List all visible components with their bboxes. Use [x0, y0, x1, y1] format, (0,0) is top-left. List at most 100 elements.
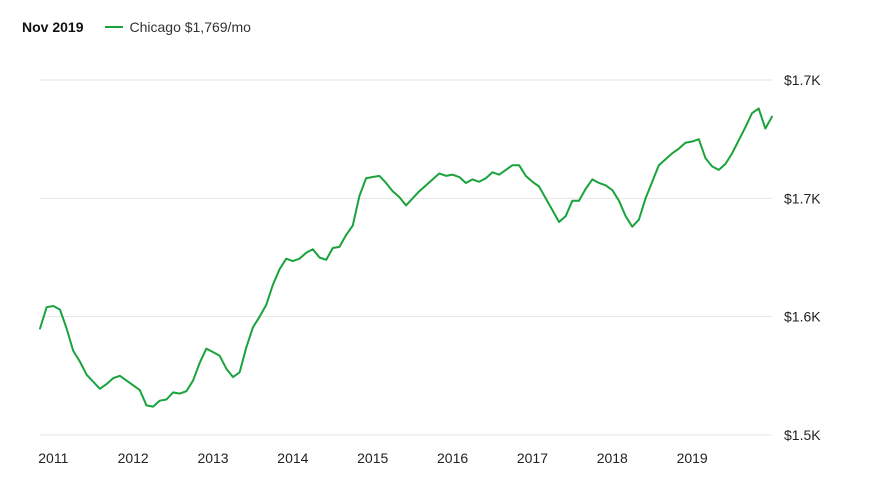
- data-point[interactable]: [411, 196, 415, 200]
- data-point[interactable]: [184, 389, 188, 393]
- data-point[interactable]: [497, 173, 501, 177]
- data-point[interactable]: [630, 225, 634, 229]
- data-point[interactable]: [397, 195, 401, 199]
- data-point[interactable]: [457, 175, 461, 179]
- data-point[interactable]: [198, 361, 202, 365]
- data-point[interactable]: [484, 176, 488, 180]
- data-point[interactable]: [45, 305, 49, 309]
- data-point[interactable]: [178, 392, 182, 396]
- data-point[interactable]: [377, 174, 381, 178]
- data-point[interactable]: [344, 233, 348, 237]
- data-point[interactable]: [577, 199, 581, 203]
- data-point[interactable]: [597, 181, 601, 185]
- data-point[interactable]: [763, 127, 767, 131]
- data-point[interactable]: [284, 257, 288, 261]
- data-point[interactable]: [683, 141, 687, 145]
- data-point[interactable]: [304, 251, 308, 255]
- data-point[interactable]: [770, 115, 774, 119]
- data-point[interactable]: [131, 383, 135, 387]
- data-point[interactable]: [251, 325, 255, 329]
- data-point[interactable]: [617, 199, 621, 203]
- data-point[interactable]: [697, 137, 701, 141]
- data-point[interactable]: [517, 163, 521, 167]
- data-point[interactable]: [723, 162, 727, 166]
- data-point[interactable]: [111, 376, 115, 380]
- data-point[interactable]: [750, 111, 754, 115]
- data-point[interactable]: [105, 382, 109, 386]
- data-point[interactable]: [278, 267, 282, 271]
- data-point[interactable]: [564, 214, 568, 218]
- data-point[interactable]: [557, 220, 561, 224]
- data-point[interactable]: [324, 258, 328, 262]
- data-point[interactable]: [451, 173, 455, 177]
- data-point[interactable]: [264, 303, 268, 307]
- data-point[interactable]: [317, 256, 321, 260]
- series-line-chicago[interactable]: [39, 107, 773, 408]
- data-point[interactable]: [670, 151, 674, 155]
- data-point[interactable]: [604, 183, 608, 187]
- data-point[interactable]: [51, 304, 55, 308]
- data-point[interactable]: [464, 181, 468, 185]
- data-point[interactable]: [703, 156, 707, 160]
- data-point[interactable]: [364, 176, 368, 180]
- data-point[interactable]: [491, 170, 495, 174]
- data-point[interactable]: [158, 399, 162, 403]
- data-point[interactable]: [717, 168, 721, 172]
- data-point[interactable]: [444, 174, 448, 178]
- data-point[interactable]: [138, 388, 142, 392]
- data-point[interactable]: [530, 180, 534, 184]
- data-point[interactable]: [331, 246, 335, 250]
- data-point[interactable]: [391, 189, 395, 193]
- data-point[interactable]: [584, 187, 588, 191]
- data-point[interactable]: [730, 151, 734, 155]
- data-point[interactable]: [757, 106, 761, 110]
- data-point[interactable]: [65, 327, 69, 331]
- data-point[interactable]: [677, 147, 681, 151]
- data-point[interactable]: [404, 203, 408, 207]
- data-point[interactable]: [524, 174, 528, 178]
- data-point[interactable]: [510, 163, 514, 167]
- data-point[interactable]: [151, 405, 155, 409]
- data-point[interactable]: [431, 177, 435, 181]
- data-point[interactable]: [258, 315, 262, 319]
- data-point[interactable]: [710, 164, 714, 168]
- data-point[interactable]: [743, 125, 747, 129]
- data-point[interactable]: [537, 185, 541, 189]
- data-point[interactable]: [351, 224, 355, 228]
- data-point[interactable]: [244, 345, 248, 349]
- data-point[interactable]: [637, 218, 641, 222]
- data-point[interactable]: [38, 327, 42, 331]
- data-point[interactable]: [224, 367, 228, 371]
- data-point[interactable]: [311, 247, 315, 251]
- data-point[interactable]: [371, 175, 375, 179]
- data-point[interactable]: [437, 171, 441, 175]
- data-point[interactable]: [650, 180, 654, 184]
- data-point[interactable]: [125, 379, 129, 383]
- data-point[interactable]: [211, 350, 215, 354]
- data-point[interactable]: [644, 196, 648, 200]
- data-point[interactable]: [477, 180, 481, 184]
- data-point[interactable]: [58, 308, 62, 312]
- data-point[interactable]: [504, 168, 508, 172]
- data-point[interactable]: [85, 373, 89, 377]
- data-point[interactable]: [337, 245, 341, 249]
- data-point[interactable]: [91, 380, 95, 384]
- data-point[interactable]: [171, 390, 175, 394]
- data-point[interactable]: [610, 188, 614, 192]
- data-point[interactable]: [657, 163, 661, 167]
- data-point[interactable]: [384, 181, 388, 185]
- data-point[interactable]: [78, 360, 82, 364]
- data-point[interactable]: [238, 370, 242, 374]
- data-point[interactable]: [357, 194, 361, 198]
- data-point[interactable]: [164, 398, 168, 402]
- data-point[interactable]: [424, 183, 428, 187]
- data-point[interactable]: [544, 196, 548, 200]
- data-point[interactable]: [191, 379, 195, 383]
- data-point[interactable]: [71, 349, 75, 353]
- data-point[interactable]: [471, 177, 475, 181]
- data-point[interactable]: [417, 189, 421, 193]
- data-point[interactable]: [118, 374, 122, 378]
- data-point[interactable]: [271, 283, 275, 287]
- data-point[interactable]: [298, 257, 302, 261]
- data-point[interactable]: [590, 177, 594, 181]
